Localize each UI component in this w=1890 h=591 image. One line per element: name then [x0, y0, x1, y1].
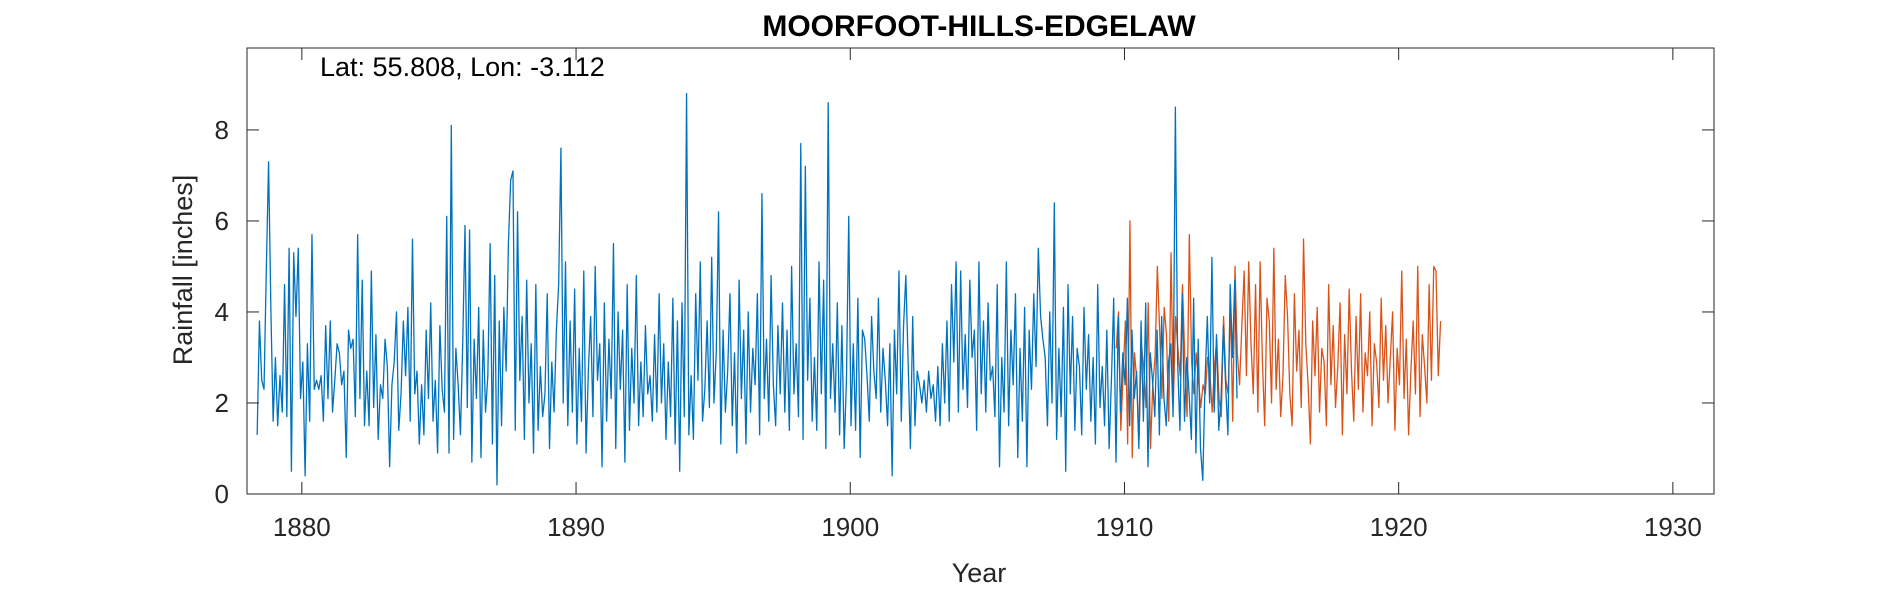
series-layer: [256, 92, 1442, 486]
y-tick-label: 4: [215, 297, 229, 327]
x-tick-label: 1890: [547, 512, 605, 542]
y-tick-label: 6: [215, 206, 229, 236]
x-tick-label: 1880: [273, 512, 331, 542]
ticks-layer: 1880 1890 1900 1910 1920 1930 0 2 4 6 8: [215, 48, 1714, 542]
chart-title: MOORFOOT-HILLS-EDGELAW: [762, 10, 1196, 43]
x-tick-label: 1930: [1644, 512, 1702, 542]
x-tick-label: 1920: [1370, 512, 1428, 542]
x-tick-label: 1910: [1096, 512, 1154, 542]
series-line-1: [256, 92, 1238, 486]
x-axis-label: Year: [952, 558, 1007, 588]
plot-frame: [246, 47, 1715, 495]
y-axis-label: Rainfall [inches]: [168, 175, 198, 366]
y-tick-label: 0: [215, 479, 229, 509]
x-tick-label: 1900: [821, 512, 879, 542]
chart-annotation: Lat: 55.808, Lon: -3.112: [320, 52, 605, 82]
series-line-0: [1115, 220, 1442, 459]
plot-area: [247, 48, 1714, 494]
y-tick-label: 8: [215, 115, 229, 145]
y-tick-label: 2: [215, 388, 229, 418]
